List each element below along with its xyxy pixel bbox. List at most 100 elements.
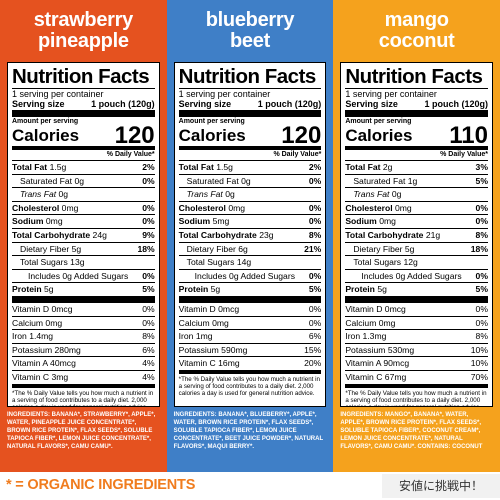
nutrient: Dietary Fiber 5g bbox=[353, 243, 414, 256]
flavor-title: blueberry beet bbox=[174, 0, 327, 62]
daily-value: 0% bbox=[475, 270, 488, 281]
nutrient-amount: 13g bbox=[70, 257, 85, 268]
label-heading: Nutrition Facts bbox=[12, 65, 155, 89]
nutrient-amount: 0g bbox=[391, 189, 402, 200]
vitamin-row: Iron 1.3mg 8% bbox=[345, 330, 488, 344]
daily-value: 3% bbox=[475, 162, 488, 172]
nutrient-row: Saturated Fat 1g 5% bbox=[345, 175, 488, 189]
daily-value: 70% bbox=[470, 371, 488, 382]
vitamin-row: Potassium 280mg 6% bbox=[12, 344, 155, 358]
servings: 1 serving per container bbox=[178, 89, 271, 99]
nutrient: Trans Fat 0g bbox=[20, 188, 68, 201]
nutrient-name: Protein bbox=[178, 284, 209, 295]
nutrient-name: Total Sugars bbox=[20, 257, 68, 268]
ingredients: INGREDIENTS: MANGO*, BANANA*, WATER, APP… bbox=[340, 412, 483, 450]
daily-value: 8% bbox=[142, 331, 155, 342]
calories: 120 bbox=[114, 122, 155, 149]
label-heading: Nutrition Facts bbox=[345, 65, 488, 89]
nutrient-amount: 0mg bbox=[379, 216, 396, 227]
daily-value: 4% bbox=[142, 358, 155, 369]
vitamin-row: Vitamin C 67mg 70% bbox=[345, 371, 488, 388]
nutrient-amount: 1.5g bbox=[216, 162, 233, 172]
vitamin-row: Calcium 0mg 0% bbox=[12, 317, 155, 331]
serving-size: 1 pouch (120g) bbox=[424, 99, 488, 109]
nutrient-row: Protein 5g 5% bbox=[345, 283, 488, 303]
nutrient: Protein 5g bbox=[345, 283, 387, 296]
nutrient-row: Dietary Fiber 6g 21% bbox=[178, 243, 322, 257]
nutrient-name: Total Fat bbox=[345, 162, 381, 172]
daily-value: 8% bbox=[308, 229, 322, 240]
nutrient-row: Saturated Fat 0g 0% bbox=[12, 175, 155, 189]
servings: 1 serving per container bbox=[12, 89, 104, 99]
nutrient: Sodium 0mg bbox=[12, 215, 63, 228]
daily-value: 2% bbox=[142, 162, 155, 172]
nutrient-name: Cholesterol bbox=[12, 202, 60, 213]
vitamin-row: Potassium 530mg 10% bbox=[345, 344, 488, 358]
nutrient-amount: 0mg bbox=[228, 202, 246, 213]
nutrient-amount: 5g bbox=[210, 284, 221, 295]
nutrient-name: Sodium bbox=[345, 216, 377, 227]
vitamin-name: Calcium 0mg bbox=[345, 317, 396, 328]
nutrient-name: Total Carbohydrate bbox=[345, 229, 424, 240]
daily-value: 6% bbox=[308, 331, 322, 342]
nutrient: Cholesterol 0mg bbox=[345, 202, 411, 215]
vitamin-name: Vitamin C 16mg bbox=[178, 358, 240, 369]
vitamin-name: Vitamin C 3mg bbox=[12, 371, 69, 382]
daily-value: 0% bbox=[142, 202, 155, 213]
nutrient: Total Carbohydrate 21g bbox=[345, 229, 440, 242]
vitamin-row: Vitamin D 0mcg 0% bbox=[178, 303, 322, 317]
daily-value: 9% bbox=[142, 229, 155, 240]
nutrition-label: Nutrition Facts 1 serving per container Se… bbox=[340, 62, 493, 407]
nutrient: Saturated Fat 1g bbox=[353, 175, 417, 188]
nutrient-amount: 0g bbox=[225, 189, 235, 200]
calories-line: Calories 120 bbox=[178, 124, 322, 150]
daily-value: 0% bbox=[142, 270, 155, 281]
nutrient: Saturated Fat 0g bbox=[20, 175, 84, 188]
nutrient-row: Sodium 0mg 0% bbox=[12, 215, 155, 229]
nutrient: Protein 5g bbox=[179, 283, 221, 296]
flavor-title: mango coconut bbox=[340, 0, 493, 62]
nutrient-name: Sodium bbox=[178, 216, 211, 227]
nutrient-row: Saturated Fat 0g 0% bbox=[178, 175, 322, 189]
nutrient-row: Protein 5g 5% bbox=[12, 283, 155, 303]
daily-value: 0% bbox=[142, 303, 155, 314]
nutrient: Cholesterol 0mg bbox=[12, 202, 78, 215]
nutrient: Trans Fat 0g bbox=[187, 188, 235, 201]
nutrient-amount: 14g bbox=[236, 257, 252, 268]
nutrient: Total Sugars 12g bbox=[353, 256, 418, 269]
vitamin-row: Vitamin A 40mcg 4% bbox=[12, 357, 155, 371]
daily-value: 0% bbox=[475, 202, 488, 213]
nutrient-name: Total Carbohydrate bbox=[178, 229, 257, 240]
title-line: blueberry bbox=[205, 9, 295, 31]
nutrient-name: Cholesterol bbox=[345, 202, 393, 213]
dv-header: % Daily Value* bbox=[178, 150, 322, 161]
daily-value: 18% bbox=[137, 243, 155, 254]
daily-value: 10% bbox=[470, 344, 488, 355]
nutrient-name: Saturated Fat bbox=[186, 175, 239, 186]
nutrient-row: Total Carbohydrate 21g 8% bbox=[345, 229, 488, 243]
flavor-title: strawberry pineapple bbox=[7, 0, 160, 62]
nutrient-row: Includes 0g Added Sugars 0% bbox=[345, 270, 488, 284]
vitamin-row: Vitamin A 90mcg 10% bbox=[345, 357, 488, 371]
daily-value: 0% bbox=[308, 202, 322, 213]
nutrient: Sodium 5mg bbox=[179, 215, 230, 228]
nutrient-row: Includes 0g Added Sugars 0% bbox=[178, 270, 322, 284]
nutrient-amount: 24g bbox=[92, 229, 107, 240]
nutrient-name: Includes 0g Added Sugars bbox=[194, 270, 295, 281]
daily-value: 0% bbox=[475, 317, 488, 328]
vitamin-name: Potassium 280mg bbox=[12, 344, 81, 355]
nutrient-row: Total Sugars 13g bbox=[12, 256, 155, 270]
serving-size: 1 pouch (120g) bbox=[91, 99, 155, 109]
nutrient: Protein 5g bbox=[12, 283, 54, 296]
daily-value: 0% bbox=[142, 175, 155, 186]
vitamin-row: Iron 1.4mg 8% bbox=[12, 330, 155, 344]
nutrient-name: Protein bbox=[12, 284, 42, 295]
nutrient-amount: 23g bbox=[259, 229, 274, 240]
title-line: coconut bbox=[378, 30, 455, 52]
nutrient: Saturated Fat 0g bbox=[187, 175, 251, 188]
nutrient-amount: 0g bbox=[74, 175, 85, 186]
nutrient-name: Saturated Fat bbox=[353, 175, 406, 186]
nutrient-row: Cholesterol 0mg 0% bbox=[12, 202, 155, 216]
calories: 110 bbox=[449, 122, 488, 149]
nutrient-row: Total Sugars 12g bbox=[345, 256, 488, 270]
